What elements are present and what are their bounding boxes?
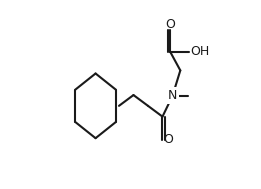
Text: N: N — [168, 89, 177, 102]
Text: OH: OH — [190, 45, 209, 58]
Text: O: O — [164, 133, 174, 146]
Text: O: O — [165, 18, 175, 31]
